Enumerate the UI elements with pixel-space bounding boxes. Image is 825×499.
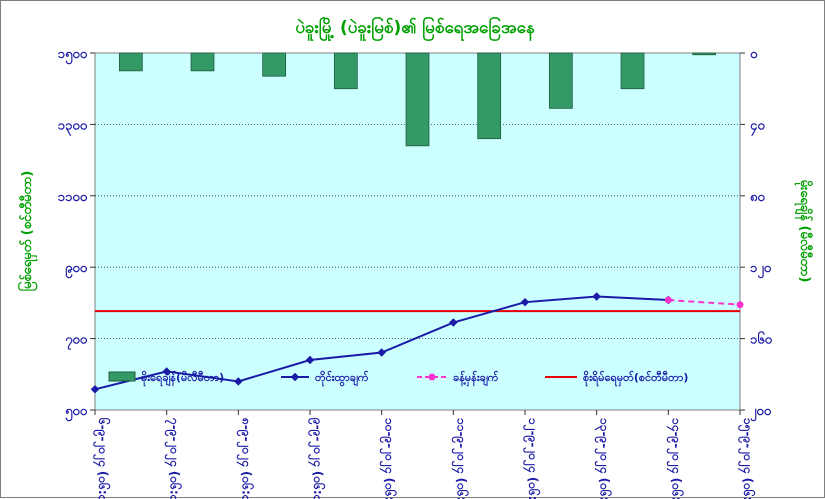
observed-point	[90, 385, 100, 394]
x-tick-label: ၉-၉-၂၀၂၄ (၀၆:၀၀)	[307, 417, 327, 499]
y-axis-left-label: မြစ်ရေမှတ် (စင်တီမီတာ)	[17, 171, 38, 292]
observed-point	[305, 355, 315, 365]
observed-point	[377, 348, 386, 357]
x-tick-label: ၁၀-၉-၂၀၂၄ (၀၆:၀၀)	[379, 418, 399, 499]
chart-title: ပဲခူးမြို့ (ပဲခူးမြစ်)၏ မြစ်ရေအခြေအနေ	[295, 15, 535, 42]
rainfall-bars	[118, 52, 717, 147]
x-tick-label: ၁၁-၉-၂၀၂၄ (၀၆:၀၀)	[450, 418, 470, 499]
observed-point	[449, 318, 458, 327]
rainfall-bar	[333, 52, 358, 90]
legend-marker-forecast	[428, 373, 436, 381]
observed-point	[520, 297, 530, 307]
rainfall-bar	[692, 52, 717, 56]
legend-label-observed: တိုင်းထွာချက်	[315, 370, 369, 387]
rainfall-bar	[405, 52, 430, 147]
right-tick-label: ၁၆၀	[750, 331, 773, 348]
left-axis-ticks: ၅၀၀ ၇၀၀ ၉၀၀ ၁၁၀၀ ၁၃၀၀ ၁၅၀၀	[58, 47, 95, 422]
forecast-line	[668, 299, 741, 306]
legend-marker-observed	[290, 372, 300, 382]
right-tick-label: ၀	[750, 47, 758, 62]
legend-swatch-rainfall	[108, 371, 136, 382]
x-tick-label: ၁၅-၉-၂၀၂၄ (၀၆:၀၀)	[737, 418, 757, 499]
left-tick-label: ၇၀၀	[65, 333, 88, 351]
legend-label-rainfall: မိုးရေချိန်(မီလီမီတာ)	[141, 370, 224, 387]
left-tick-label: ၁၅၀၀	[58, 47, 88, 65]
x-tick-label: ၆-၉-၂၀၂၄ (၀၆:၀၀)	[92, 417, 112, 499]
left-tick-label: ၅၀၀	[65, 404, 88, 422]
x-tick-label: ၈-၉-၂၀၂၄ (၀၆:၀၀)	[235, 417, 255, 499]
forecast-point	[664, 296, 672, 304]
rainfall-bar	[262, 52, 287, 77]
observed-point	[162, 367, 171, 376]
left-tick-label: ၁၁၀၀	[58, 190, 88, 205]
legend-label-warning: စိုးရိမ်ရေမှတ်(စင်တီမီတာ)	[583, 370, 688, 387]
forecast-markers	[664, 296, 744, 309]
forecast-point	[736, 301, 744, 309]
x-tick-label: ၁၂-၉-၂၀၂၄ (၀၆:၀၀)	[522, 418, 542, 499]
x-tick-label: ၁၄-၉-၂၀၂၄ (၀၆:၀၀)	[665, 418, 685, 499]
rainfall-bar	[118, 52, 143, 72]
observed-point	[592, 292, 601, 301]
rainfall-bar	[190, 52, 215, 72]
rainfall-bar	[548, 52, 573, 109]
right-tick-label: ၈၀	[750, 190, 765, 205]
x-tick-label: ၁၃-၉-၂၀၂၄ (၀၆:၀၀)	[594, 418, 614, 499]
observed-point	[234, 377, 243, 386]
grid-lines	[95, 124, 740, 340]
left-tick-label: ၉၀၀	[65, 261, 88, 279]
rainfall-bar	[477, 52, 502, 140]
right-tick-label: ၂၀၀	[750, 404, 772, 422]
legend: မိုးရေချိန်(မီလီမီတာ) တိုင်းထွာချက် ခန့်…	[108, 370, 688, 387]
right-tick-label: ၁၂၀	[750, 261, 772, 279]
left-tick-label: ၁၃၀၀	[58, 118, 88, 136]
right-tick-label: ၄၀	[750, 118, 765, 136]
legend-label-forecast: ခန့်မှန်းချက်	[453, 370, 499, 387]
x-tick-label: ၇-၉-၂၀၂၄ (၀၆:၀၀)	[164, 417, 184, 499]
rainfall-bar	[620, 52, 645, 90]
y-axis-right-label: မိုးရေချိန် (မီလီမီတာ)	[794, 180, 814, 283]
x-axis-ticks: ၆-၉-၂၀၂၄ (၀၆:၀၀) ၇-၉-၂၀၂၄ (၀၆:၀၀) ၈-၉-၂၀၂၄…	[92, 410, 757, 499]
